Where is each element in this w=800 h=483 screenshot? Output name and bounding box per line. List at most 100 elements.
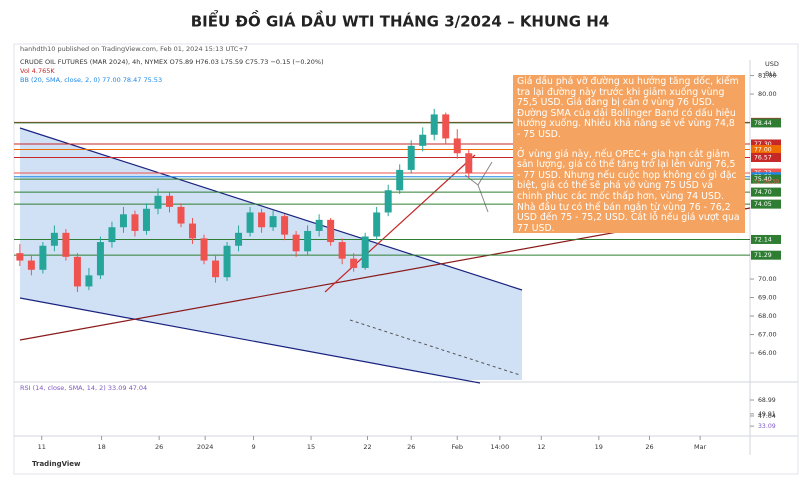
candle-body <box>235 232 243 246</box>
candle-body <box>269 216 277 228</box>
level-label: 74.05 <box>754 201 772 208</box>
candle-body <box>315 219 323 231</box>
candle-body <box>384 190 392 213</box>
x-tick-label: 26 <box>407 443 415 451</box>
y-tick-label: 68.00 <box>758 312 777 320</box>
annotation-text: Giá dầu phá vỡ đường xu hướng tăng dốc, … <box>517 76 739 140</box>
candle-body <box>407 145 415 170</box>
y-tick-label: 66.00 <box>758 349 777 357</box>
candle-body <box>108 227 116 243</box>
countdown: 02:56:30 <box>753 180 779 186</box>
level-tag <box>751 153 781 163</box>
rsi-tick-label: 33.09 <box>758 423 776 430</box>
candle-body <box>350 258 358 268</box>
candle-body <box>131 214 139 231</box>
x-tick-label: 26 <box>645 443 653 451</box>
candle-body <box>338 242 346 259</box>
x-tick-label: 26 <box>155 443 163 451</box>
level-label: 76.57 <box>754 155 772 162</box>
x-tick-label: 14:00 <box>490 443 509 451</box>
symbol-info: CRUDE OIL FUTURES (MAR 2024), 4h, NYMEX … <box>20 58 324 66</box>
level-tag <box>751 118 781 128</box>
level-label: 78.44 <box>754 120 772 127</box>
candle-body <box>453 138 461 154</box>
candle-body <box>419 134 427 146</box>
steep-trendline <box>324 154 476 293</box>
candle-body <box>142 208 150 231</box>
projection-down <box>477 184 489 213</box>
annotation-text: Ở vùng giá này, nếu OPEC+ gia hạn cắt gi… <box>517 148 740 233</box>
x-tick-label: 19 <box>595 443 603 451</box>
y-tick-label: 69.00 <box>758 294 777 302</box>
candle-body <box>373 212 381 237</box>
level-tag <box>751 234 781 244</box>
bb-info: BB (20, SMA, close, 2, 0) 77.00 78.47 75… <box>20 76 162 84</box>
candle-body <box>361 236 369 268</box>
level-label: 75.40 <box>754 176 772 183</box>
candle-body <box>165 195 173 207</box>
candle-body <box>292 234 300 252</box>
candle-body <box>442 114 450 139</box>
candle-body <box>246 212 254 233</box>
candle-body <box>430 114 438 135</box>
y-tick-label: 81.00 <box>758 72 777 80</box>
level-tag <box>751 145 781 155</box>
candle-body <box>154 195 162 209</box>
candle-body <box>73 256 81 287</box>
x-tick-label: 2024 <box>197 443 214 451</box>
y-tick-label: 80.00 <box>758 90 777 98</box>
currency: USD <box>765 60 779 68</box>
x-tick-label: Mar <box>694 443 707 451</box>
candle-body <box>396 169 404 191</box>
candle-body <box>50 232 58 246</box>
channel-top <box>19 127 523 291</box>
candle-body <box>119 214 127 228</box>
candle-body <box>258 212 266 228</box>
unit: BLL <box>765 70 777 78</box>
candle-body <box>39 245 47 270</box>
candle-body <box>62 232 70 257</box>
candle-body <box>304 230 312 252</box>
candle-body <box>465 153 473 174</box>
candle-body <box>223 245 231 278</box>
level-label: 72.14 <box>754 236 772 243</box>
volume-info: Vol 4.765K <box>20 67 55 75</box>
candle-body <box>96 242 104 276</box>
candle-body <box>212 260 220 278</box>
rsi-tick-label: 68.99 <box>758 397 776 404</box>
candle-body <box>281 216 289 235</box>
level-tag <box>751 139 781 149</box>
level-tag <box>751 199 781 209</box>
x-tick-label: Feb <box>451 443 463 451</box>
y-tick-label: 70.00 <box>758 275 777 283</box>
y-tick-label: 67.00 <box>758 331 777 339</box>
level-tag <box>751 174 781 184</box>
level-label: 77.30 <box>754 141 772 148</box>
rsi-tick-label: 49.91 <box>758 411 776 418</box>
rsi-info: RSI (14, close, SMA, 14, 2) 33.09 47.04 <box>20 384 147 392</box>
level-tag <box>751 250 781 260</box>
annotation-box: Giá dầu phá vỡ đường xu hướng tăng dốc, … <box>513 75 745 233</box>
x-tick-label: 12 <box>537 443 545 451</box>
x-tick-label: 15 <box>307 443 315 451</box>
candle-body <box>327 219 335 243</box>
x-tick-label: 22 <box>363 443 371 451</box>
publisher: hanhdth10 published on TradingView.com, … <box>20 45 248 53</box>
frame <box>13 43 799 475</box>
level-label: 71.29 <box>754 252 772 259</box>
x-tick-label: 18 <box>97 443 105 451</box>
rsi-tick-label: 47.04 <box>758 413 776 420</box>
level-tag <box>751 187 781 197</box>
candle-body <box>189 223 197 239</box>
candle-body <box>16 253 24 261</box>
chart-title: BIỂU ĐỒ GIÁ DẦU WTI THÁNG 3/2024 – KHUNG… <box>191 9 610 31</box>
candle-body <box>85 275 93 287</box>
x-tick-label: 9 <box>251 443 255 451</box>
x-tick-label: 11 <box>38 443 46 451</box>
brand: TradingView <box>32 460 81 468</box>
level-label: 74.70 <box>754 189 772 196</box>
candle-body <box>177 206 185 224</box>
candle-body <box>27 260 35 270</box>
